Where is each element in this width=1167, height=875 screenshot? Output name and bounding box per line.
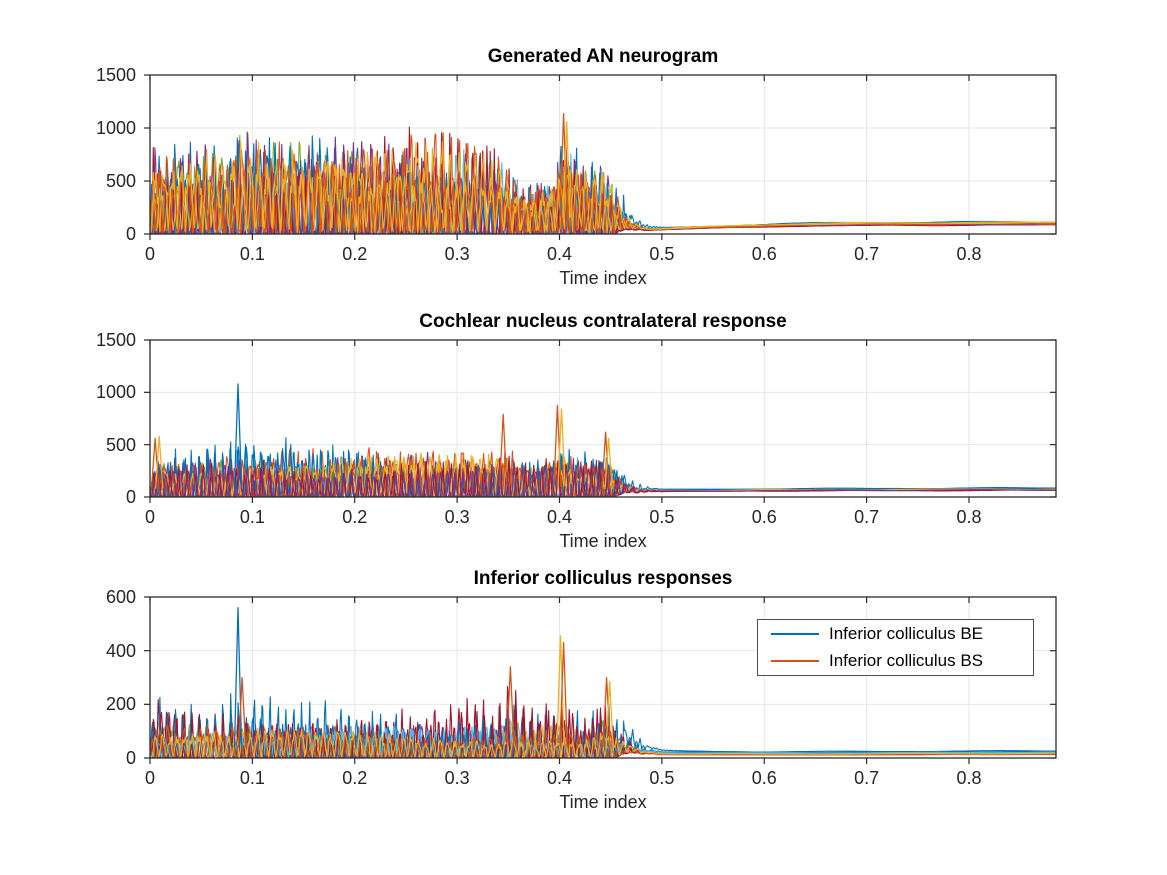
y-tick-label: 1000 [95, 382, 136, 403]
legend-box: Inferior colliculus BE Inferior collicul… [757, 619, 1034, 676]
event-spike [562, 120, 571, 218]
x-tick-label: 0.1 [239, 244, 265, 264]
event-spike [237, 676, 247, 748]
x-tick-label: 0.8 [956, 507, 982, 527]
y-tick-label: 400 [105, 640, 136, 661]
event-spike [557, 408, 566, 487]
x-tick-label: 0.5 [649, 768, 675, 788]
chart-2 [144, 596, 1057, 764]
y-tick-label: 500 [105, 434, 136, 455]
chart3-title: Inferior colliculus responses [473, 568, 733, 589]
y-tick-label: 1500 [95, 330, 136, 350]
chart3-xaxis-label: Time index [559, 792, 647, 812]
x-tick-label: 0.3 [444, 244, 470, 264]
x-tick-label: 0 [144, 507, 155, 527]
event-spike [602, 676, 611, 748]
x-tick-label: 0.5 [649, 244, 675, 264]
x-tick-label: 0.3 [444, 768, 470, 788]
x-tick-label: 0.8 [956, 244, 982, 264]
x-tick-label: 0.4 [546, 244, 572, 264]
x-tick-label: 0.2 [342, 244, 368, 264]
axes-frame [149, 339, 1057, 498]
axes-frame [149, 74, 1057, 235]
event-spike [559, 113, 568, 217]
event-spike [506, 666, 515, 745]
y-tick-label: 0 [125, 224, 136, 244]
x-tick-label: 0.6 [751, 768, 777, 788]
event-spike [150, 437, 160, 489]
event-spike [601, 431, 610, 489]
x-tick-label: 0.6 [751, 244, 777, 264]
x-tick-label: 0 [144, 244, 155, 264]
y-tick-label: 600 [105, 587, 136, 607]
y-tick-label: 1500 [95, 65, 136, 85]
chart1-xaxis-label: Time index [559, 268, 647, 288]
event-spike [604, 437, 613, 489]
y-tick-label: 0 [125, 487, 136, 507]
event-spike [605, 680, 614, 749]
y-tick-label: 0 [125, 748, 136, 768]
axes-frame [149, 596, 1057, 759]
x-tick-label: 0.7 [854, 768, 880, 788]
x-tick-label: 0.4 [546, 768, 572, 788]
legend-row: Inferior colliculus BS [758, 648, 1033, 675]
x-tick-label: 0 [144, 768, 155, 788]
x-tick-label: 0.3 [444, 507, 470, 527]
legend-row: Inferior colliculus BE [758, 621, 1033, 648]
legend-label: Inferior colliculus BS [829, 651, 984, 670]
y-tick-label: 500 [105, 171, 136, 191]
event-spike [233, 383, 243, 488]
x-tick-label: 0.2 [342, 507, 368, 527]
y-tick-label: 1000 [95, 118, 136, 138]
x-tick-label: 0.1 [239, 507, 265, 527]
event-spike [556, 635, 565, 747]
event-spike [498, 413, 508, 487]
x-tick-label: 0.4 [546, 507, 572, 527]
legend-swatch-1 [771, 660, 819, 662]
series-line [149, 140, 1056, 235]
x-tick-label: 0.7 [854, 507, 880, 527]
event-spike [559, 641, 568, 746]
x-tick-label: 0.2 [342, 768, 368, 788]
series-line [149, 450, 1056, 498]
y-tick-label: 200 [105, 694, 136, 715]
legend-swatch-0 [771, 633, 819, 635]
x-tick-label: 0.8 [956, 768, 982, 788]
chart2-xaxis-label: Time index [559, 531, 647, 551]
chart-0 [144, 74, 1057, 240]
chart-1 [144, 339, 1057, 503]
x-tick-label: 0.5 [649, 507, 675, 527]
x-tick-label: 0.1 [239, 768, 265, 788]
legend-label: Inferior colliculus BE [829, 624, 984, 643]
x-tick-label: 0.7 [854, 244, 880, 264]
event-spike [154, 435, 164, 489]
x-tick-label: 0.6 [751, 507, 777, 527]
chart2-title: Cochlear nucleus contralateral response [419, 311, 787, 332]
chart1-title: Generated AN neurogram [487, 46, 719, 67]
